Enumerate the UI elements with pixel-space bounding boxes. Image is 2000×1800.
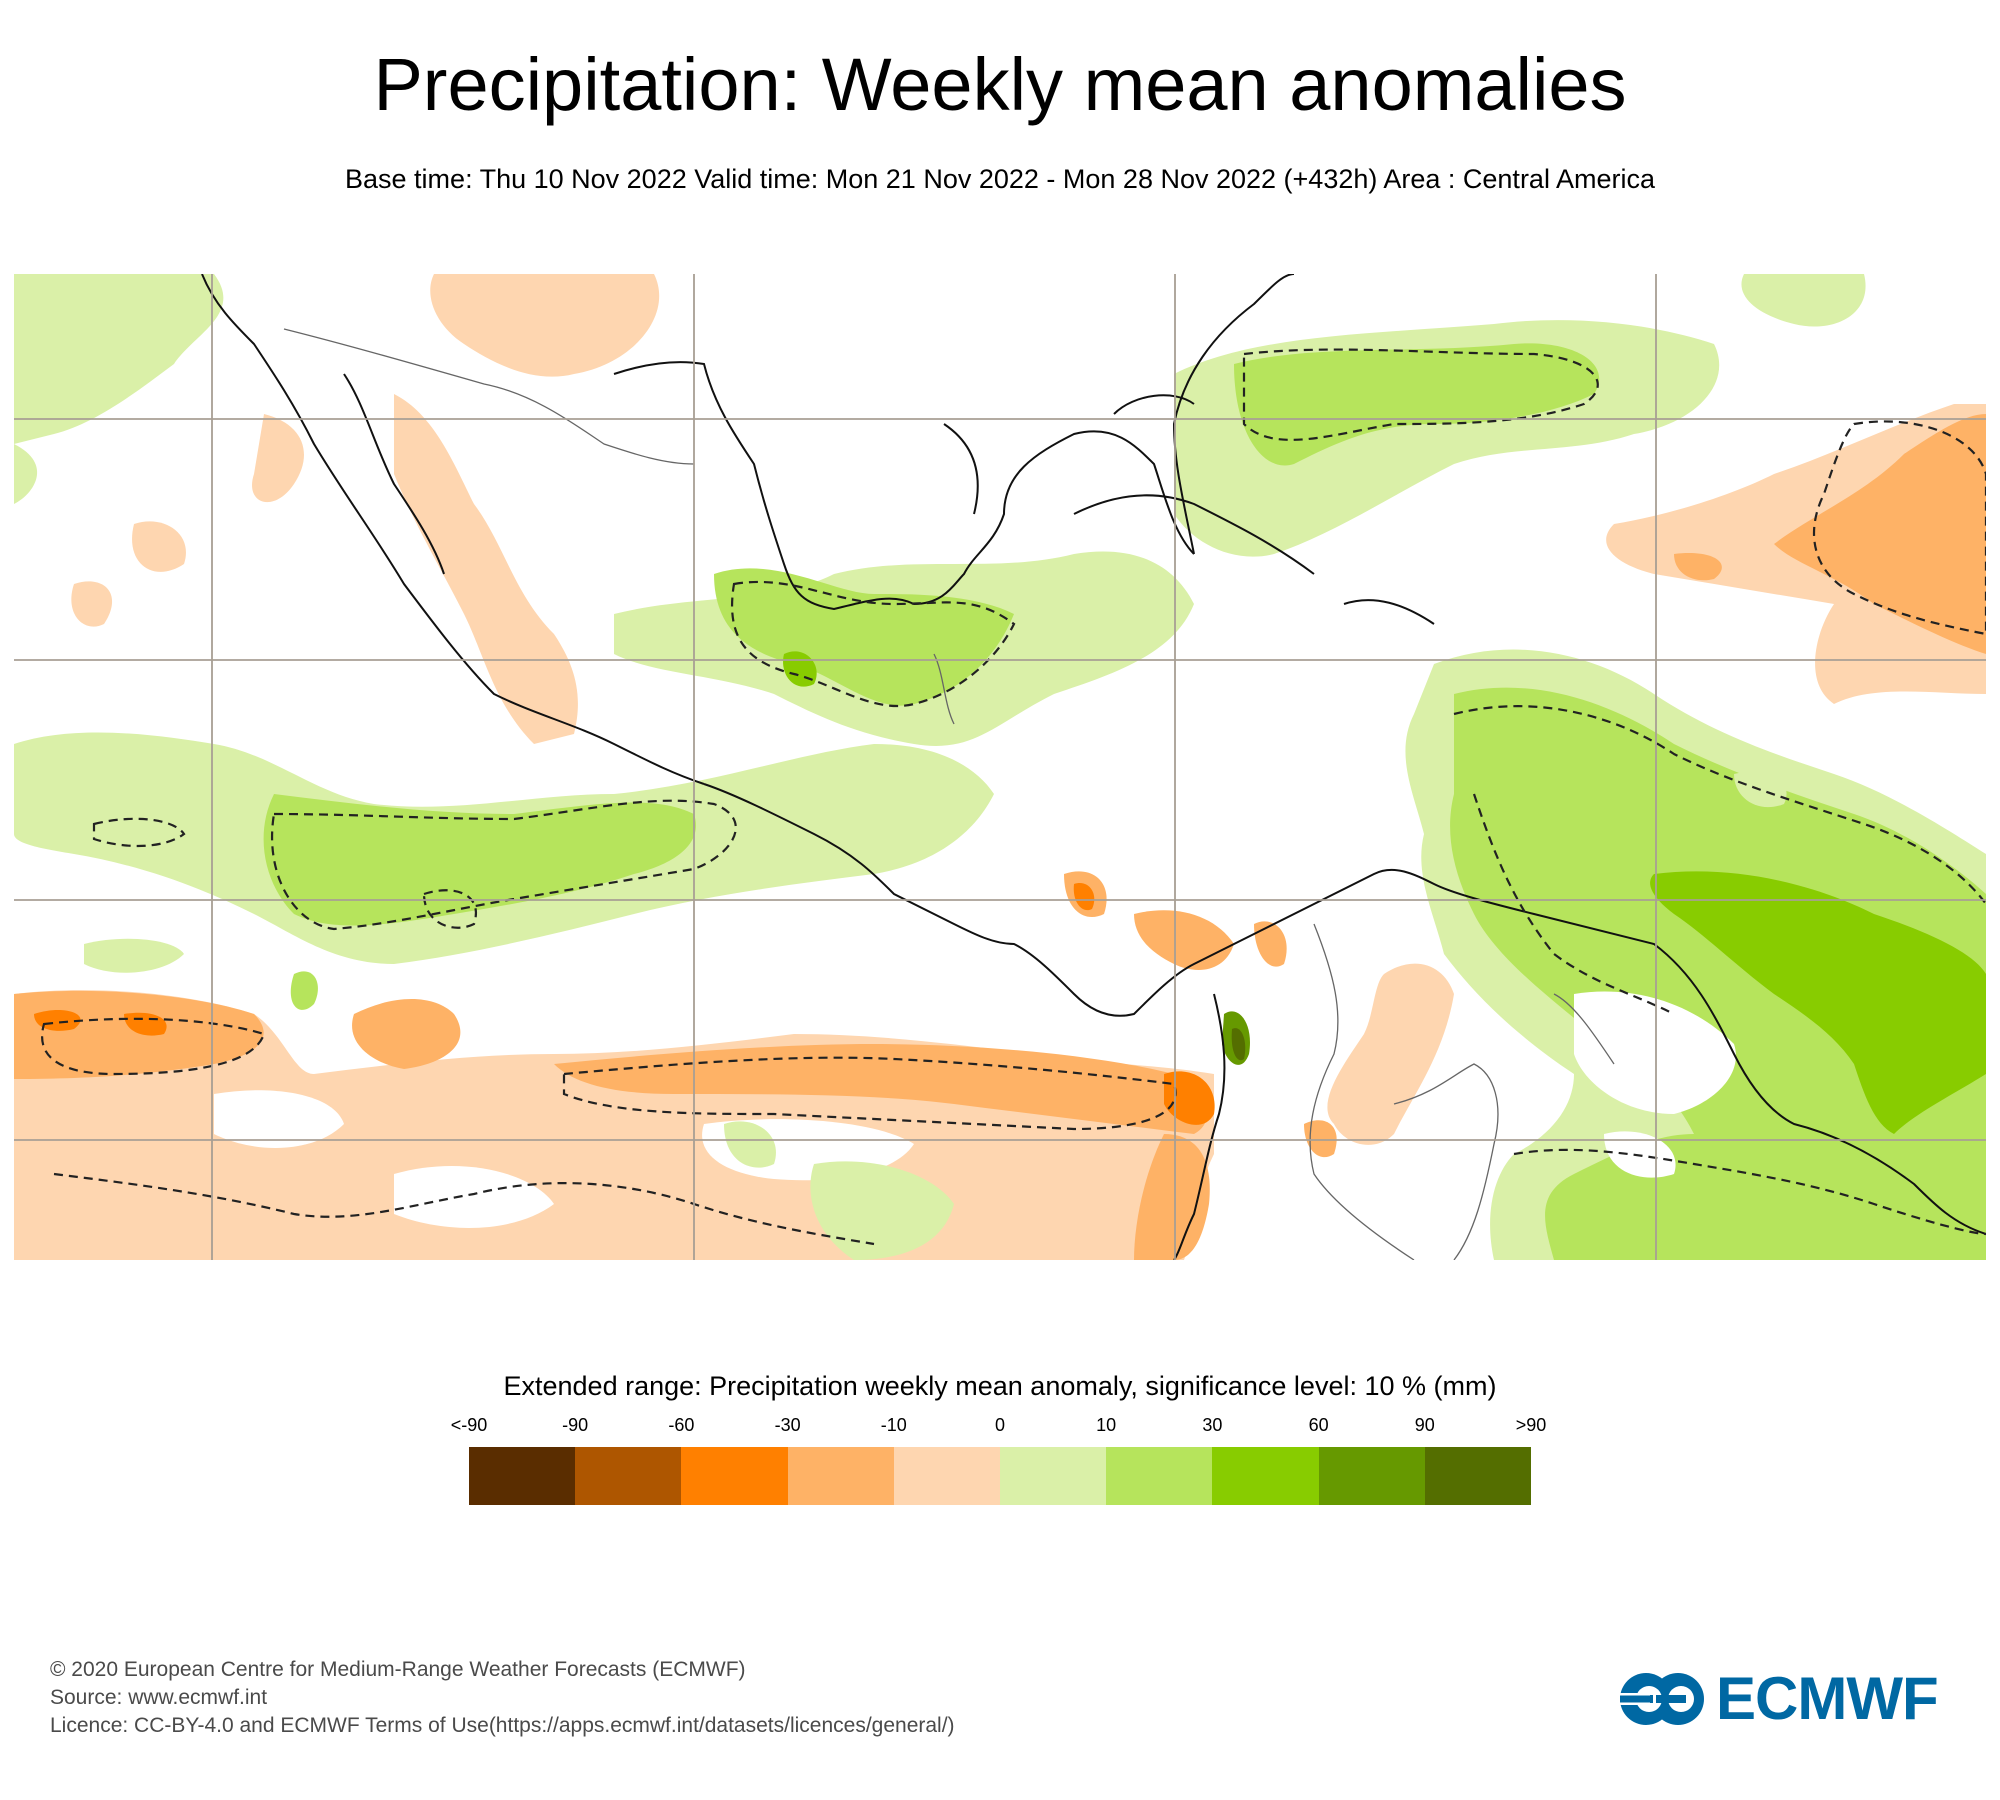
coastline	[943, 423, 979, 515]
country-border	[1393, 1063, 1499, 1260]
anomaly-region	[810, 1161, 954, 1260]
coastline	[343, 373, 445, 575]
anomaly-region	[1134, 1134, 1210, 1260]
anomaly-region	[14, 444, 38, 504]
legend-tick-label: 60	[1308, 1415, 1329, 1435]
significance-contour	[1513, 1148, 1986, 1236]
legend-tick-label: -60	[668, 1415, 695, 1435]
anomaly-region	[1073, 883, 1095, 911]
anomaly-region	[430, 274, 660, 377]
anomaly-region	[252, 414, 304, 503]
significance-contour	[1472, 793, 1675, 1015]
anomaly-region	[714, 568, 1014, 706]
anomaly-region	[1234, 343, 1600, 466]
ecmwf-logo: ECMWF	[1620, 1665, 1939, 1732]
country-border	[283, 328, 695, 465]
significance-contour	[41, 1017, 266, 1076]
anomaly-map	[14, 274, 1986, 1260]
anomaly-region	[290, 971, 318, 1010]
legend-tick-label: 30	[1202, 1415, 1223, 1435]
legend-swatch	[469, 1447, 576, 1505]
legend-tick-label: -90	[562, 1415, 589, 1435]
anomaly-region	[554, 1044, 1208, 1134]
legend-swatch	[1000, 1447, 1107, 1505]
legend-swatch	[893, 1447, 1001, 1505]
significance-contour	[1242, 348, 1599, 441]
coastline	[201, 274, 705, 785]
coastline	[1113, 394, 1195, 415]
copyright-text: © 2020 European Centre for Medium-Range …	[50, 1658, 746, 1681]
anomaly-region	[724, 1121, 776, 1168]
legend-tick-label: -10	[880, 1415, 907, 1435]
legend-swatch	[1212, 1447, 1319, 1505]
legend-tick-label: 0	[994, 1415, 1006, 1435]
anomaly-region	[1231, 1028, 1246, 1061]
anomaly-region	[352, 999, 461, 1069]
coastline	[703, 783, 1986, 1235]
significance-contour	[731, 580, 1016, 708]
no-anomaly-region	[1574, 991, 1736, 1114]
legend-tick-label: 90	[1414, 1415, 1435, 1435]
no-anomaly-region	[214, 1090, 344, 1148]
significance-contour	[271, 799, 737, 931]
anomaly-region	[14, 990, 264, 1079]
anomaly-region	[1674, 553, 1722, 581]
anomaly-region	[132, 521, 186, 572]
legend-swatch	[681, 1447, 788, 1505]
coastline	[1173, 993, 1226, 1260]
anomaly-region	[1254, 921, 1287, 967]
anomaly-region	[263, 794, 696, 926]
country-border	[1553, 993, 1615, 1065]
legend-tick-label: <-90	[450, 1415, 488, 1435]
anomaly-region	[1304, 1120, 1337, 1158]
anomaly-region	[394, 394, 578, 744]
gridline-layer	[14, 274, 1986, 1260]
significance-contour	[1453, 705, 1986, 905]
anomaly-map-canvas	[14, 274, 1986, 1260]
anomaly-region	[84, 938, 184, 973]
significance-contour	[92, 817, 186, 847]
legend-tick-label: -30	[774, 1415, 801, 1435]
licence-text: Licence: CC-BY-4.0 and ECMWF Terms of Us…	[50, 1714, 955, 1737]
significance-contour	[1812, 420, 1986, 636]
legend-tick-label: >90	[1515, 1415, 1547, 1435]
no-anomaly-region	[394, 1165, 554, 1228]
anomaly-region	[1134, 910, 1234, 970]
footer-credits: © 2020 European Centre for Medium-Range …	[50, 1656, 955, 1740]
legend-tick-labels: <-90 -90 -60 -30 -10 0 10 30 60 90 >90	[451, 1415, 1547, 1435]
legend-swatch	[575, 1447, 682, 1505]
significance-contour	[53, 1172, 875, 1246]
anomaly-region	[1327, 963, 1454, 1145]
anomaly-region	[71, 581, 113, 627]
anomaly-region	[14, 274, 224, 444]
legend-swatch	[1106, 1447, 1213, 1505]
legend-swatch	[1318, 1447, 1425, 1505]
chart-subtitle: Base time: Thu 10 Nov 2022 Valid time: M…	[345, 164, 1655, 194]
legend-swatch	[787, 1447, 894, 1505]
significance-contour	[422, 889, 477, 929]
significance-contour	[562, 1056, 1177, 1131]
anomaly-region	[1741, 274, 1866, 327]
anomaly-region	[1774, 414, 1986, 654]
country-border	[1309, 923, 1415, 1260]
anomaly-fill-layer	[14, 274, 1986, 1260]
chart-title: Precipitation: Weekly mean anomalies	[373, 43, 1627, 126]
source-text: Source: www.ecmwf.int	[50, 1686, 268, 1709]
significance-contour-layer	[41, 348, 1986, 1246]
legend-swatch	[1424, 1447, 1532, 1505]
anomaly-region	[34, 1009, 81, 1031]
coastline	[1073, 494, 1315, 575]
ecmwf-logo-icon	[1620, 1673, 1704, 1725]
legend-title: Extended range: Precipitation weekly mea…	[503, 1371, 1497, 1401]
anomaly-region	[1650, 871, 1986, 1134]
anomaly-region	[1164, 1071, 1215, 1125]
legend-tick-label: 10	[1096, 1415, 1117, 1435]
coastline	[1343, 599, 1435, 625]
coastline	[1172, 274, 1295, 555]
ecmwf-logo-text: ECMWF	[1716, 1665, 1939, 1732]
anomaly-region	[1450, 687, 1986, 1260]
legend-colorbar	[469, 1447, 1532, 1505]
